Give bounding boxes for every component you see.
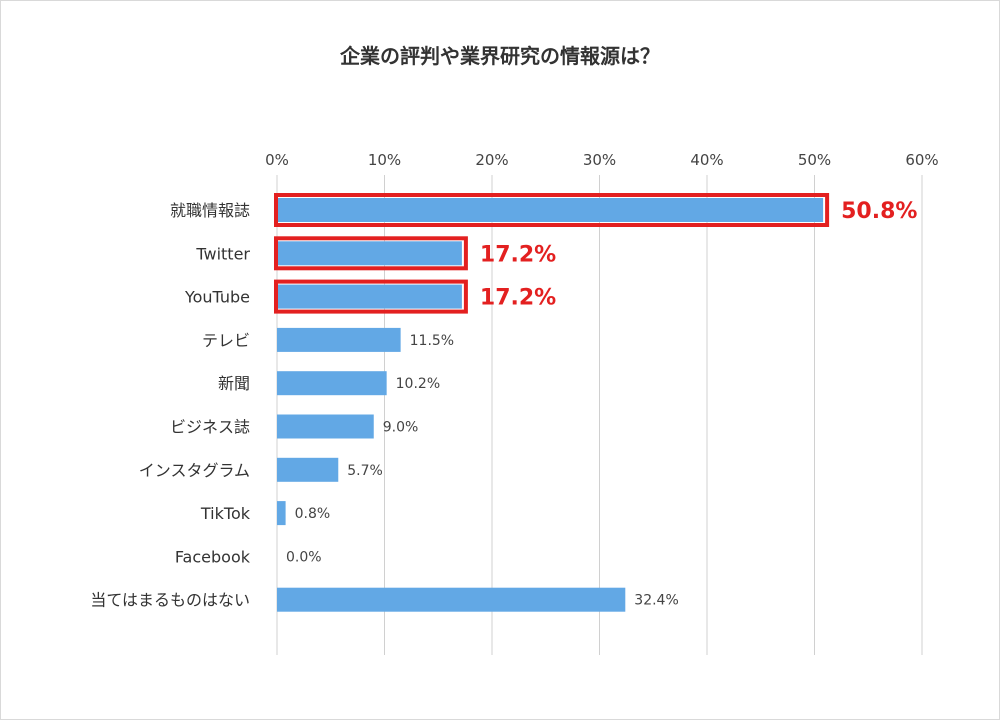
x-tick-label: 20% [475,151,508,169]
category-label: Twitter [195,244,250,263]
bar [277,241,462,266]
bar [277,457,339,482]
data-label: 5.7% [347,463,383,479]
category-label: インスタグラム [139,461,250,480]
highlight-box [274,279,468,314]
bar [277,501,286,526]
x-tick-label: 50% [798,151,831,169]
data-label: 11.5% [410,333,454,349]
category-label: 就職情報誌 [170,201,250,220]
category-label: YouTube [184,288,250,307]
category-label: Facebook [175,547,251,566]
data-label: 17.2% [480,242,556,267]
bar [277,198,824,222]
highlight-box [274,193,830,227]
category-label: 当てはまるものはない [90,591,250,610]
highlight-box [274,236,468,271]
category-label: ビジネス誌 [170,418,250,437]
chart-title: 企業の評判や業界研究の情報源は？ [340,44,660,68]
x-tick-label: 60% [905,151,938,169]
data-label: 10.2% [396,376,440,392]
data-label: 32.4% [634,593,678,609]
data-label: 50.8% [841,199,917,224]
data-label: 9.0% [383,420,419,436]
x-tick-label: 30% [583,151,616,169]
category-label: テレビ [202,331,250,350]
category-label: 新聞 [218,374,250,393]
bar [277,414,374,439]
category-label: TikTok [200,504,251,523]
x-tick-label: 40% [690,151,723,169]
bar [277,327,401,352]
x-tick-label: 0% [265,151,289,169]
data-label: 0.8% [295,506,331,522]
bar [277,371,387,396]
x-tick-label: 10% [368,151,401,169]
bar [277,587,626,612]
data-label: 0.0% [286,549,322,565]
data-label: 17.2% [480,286,556,311]
bar [277,284,462,309]
